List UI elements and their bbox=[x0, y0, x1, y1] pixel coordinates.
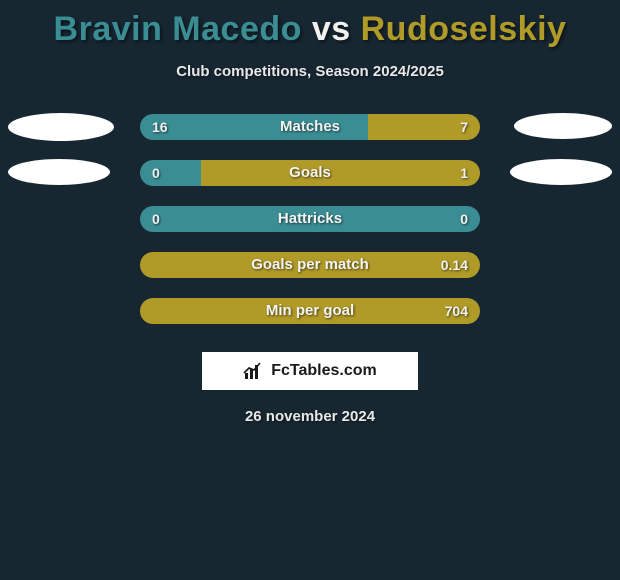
stat-row: 00Hattricks bbox=[0, 206, 620, 252]
bar-track bbox=[140, 252, 480, 278]
value-right: 0 bbox=[460, 206, 468, 232]
value-right: 704 bbox=[445, 298, 468, 324]
value-right: 0.14 bbox=[441, 252, 468, 278]
player2-ellipse bbox=[510, 159, 612, 185]
bar-left bbox=[140, 114, 368, 140]
player1-ellipse bbox=[8, 159, 110, 185]
stat-row: 704Min per goal bbox=[0, 298, 620, 344]
bar-right bbox=[140, 298, 480, 324]
bar-left bbox=[140, 206, 480, 232]
stat-row: 01Goals bbox=[0, 160, 620, 206]
vs-text: vs bbox=[302, 10, 361, 48]
value-left: 0 bbox=[152, 206, 160, 232]
stat-row: 167Matches bbox=[0, 114, 620, 160]
stat-row: 0.14Goals per match bbox=[0, 252, 620, 298]
stats-container: 167Matches01Goals00Hattricks0.14Goals pe… bbox=[0, 114, 620, 344]
brand-badge: FcTables.com bbox=[202, 352, 418, 390]
bar-track bbox=[140, 206, 480, 232]
player1-ellipse bbox=[8, 113, 114, 141]
value-right: 7 bbox=[460, 114, 468, 140]
subtitle: Club competitions, Season 2024/2025 bbox=[0, 63, 620, 80]
player2-ellipse bbox=[514, 113, 612, 139]
player2-name: Rudoselskiy bbox=[361, 10, 567, 48]
bar-right bbox=[201, 160, 480, 186]
value-left: 0 bbox=[152, 160, 160, 186]
chart-icon bbox=[243, 361, 265, 381]
page-title: Bravin Macedo vs Rudoselskiy bbox=[0, 0, 620, 49]
bar-left bbox=[140, 160, 201, 186]
bar-track bbox=[140, 298, 480, 324]
brand-text: FcTables.com bbox=[271, 362, 377, 380]
player1-name: Bravin Macedo bbox=[54, 10, 302, 48]
bar-track bbox=[140, 160, 480, 186]
bar-track bbox=[140, 114, 480, 140]
value-left: 16 bbox=[152, 114, 168, 140]
date-text: 26 november 2024 bbox=[0, 408, 620, 425]
value-right: 1 bbox=[460, 160, 468, 186]
bar-right bbox=[140, 252, 480, 278]
